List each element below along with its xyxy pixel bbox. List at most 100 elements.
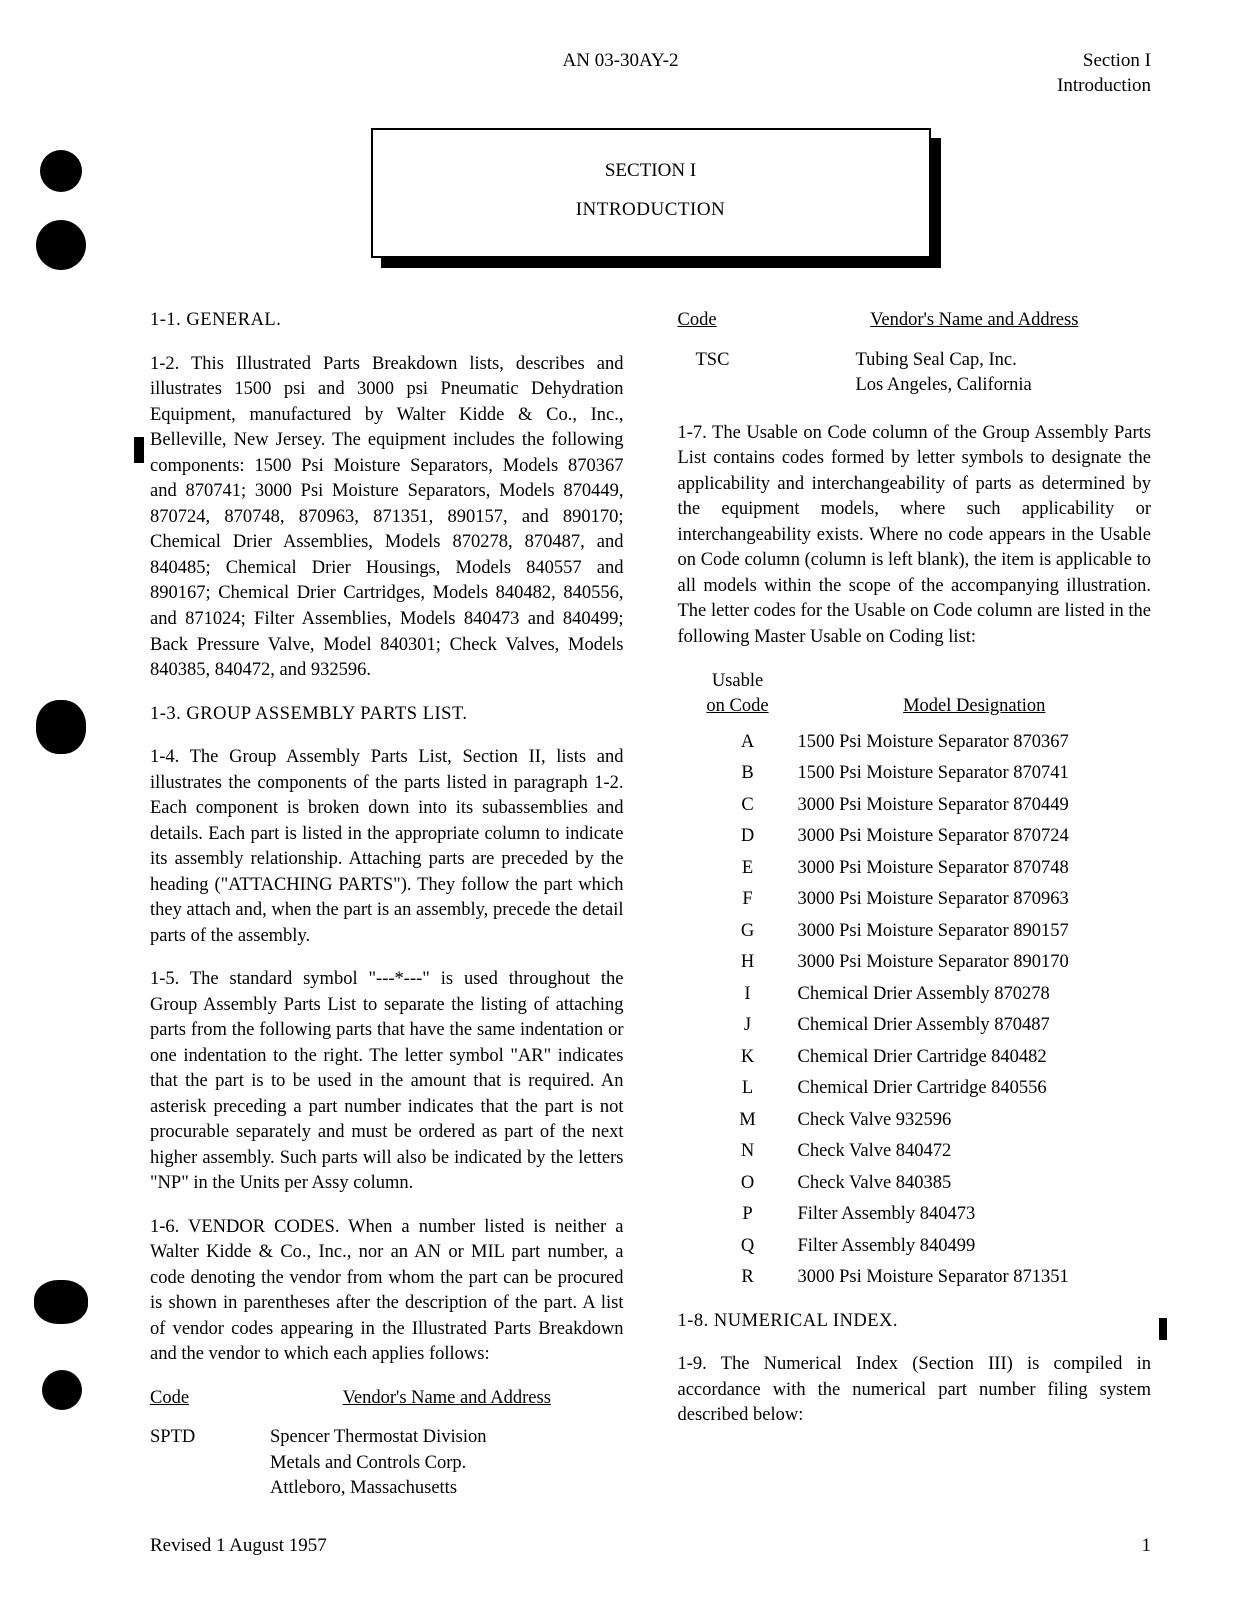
uoc-designation: Chemical Drier Assembly 870487 — [798, 1013, 1152, 1039]
document-number: AN 03-30AY-2 — [0, 48, 1241, 73]
uoc-designation: Check Valve 840472 — [798, 1139, 1152, 1165]
vendor-address-line: Los Angeles, California — [856, 373, 1152, 399]
uoc-code: G — [678, 919, 798, 945]
uoc-code: D — [678, 824, 798, 850]
vendor-header-address: Vendor's Name and Address — [270, 1386, 624, 1412]
uoc-row: NCheck Valve 840472 — [678, 1139, 1152, 1165]
scan-dot — [36, 220, 86, 270]
uoc-code: O — [678, 1171, 798, 1197]
page-header: AN 03-30AY-2 Section I Introduction — [150, 48, 1151, 98]
vendor-row-sptd: SPTD Spencer Thermostat Division Metals … — [150, 1425, 624, 1502]
uoc-designation: 3000 Psi Moisture Separator 890170 — [798, 950, 1152, 976]
uoc-row: C3000 Psi Moisture Separator 870449 — [678, 793, 1152, 819]
uoc-row: F3000 Psi Moisture Separator 870963 — [678, 887, 1152, 913]
uoc-header-usable: Usable — [678, 669, 798, 695]
uoc-code: H — [678, 950, 798, 976]
uoc-code: K — [678, 1045, 798, 1071]
uoc-code: E — [678, 856, 798, 882]
uoc-code: P — [678, 1202, 798, 1228]
uoc-header-model: Model Designation — [798, 694, 1152, 720]
vendor-address: Spencer Thermostat Division Metals and C… — [270, 1425, 624, 1502]
uoc-designation: 3000 Psi Moisture Separator 870748 — [798, 856, 1152, 882]
vendor-code: TSC — [678, 348, 816, 399]
uoc-code: R — [678, 1265, 798, 1291]
box-face: SECTION I INTRODUCTION — [371, 128, 931, 258]
para-1-7: 1-7. The Usable on Code column of the Gr… — [678, 421, 1152, 651]
vendor-address-line: Spencer Thermostat Division — [270, 1425, 624, 1451]
uoc-code: C — [678, 793, 798, 819]
uoc-row: A1500 Psi Moisture Separator 870367 — [678, 730, 1152, 756]
uoc-table-body: A1500 Psi Moisture Separator 870367B1500… — [678, 730, 1152, 1291]
uoc-row: G3000 Psi Moisture Separator 890157 — [678, 919, 1152, 945]
uoc-row: D3000 Psi Moisture Separator 870724 — [678, 824, 1152, 850]
para-1-2: 1-2. This Illustrated Parts Breakdown li… — [150, 352, 624, 684]
section-title-box: SECTION I INTRODUCTION — [150, 128, 1151, 258]
uoc-row: JChemical Drier Assembly 870487 — [678, 1013, 1152, 1039]
header-section-line2: Introduction — [1057, 73, 1151, 98]
uoc-row: LChemical Drier Cartridge 840556 — [678, 1076, 1152, 1102]
uoc-designation: 3000 Psi Moisture Separator 870724 — [798, 824, 1152, 850]
uoc-row: KChemical Drier Cartridge 840482 — [678, 1045, 1152, 1071]
uoc-designation: Check Valve 840385 — [798, 1171, 1152, 1197]
uoc-header-oncode: on Code — [678, 694, 798, 720]
uoc-row: H3000 Psi Moisture Separator 890170 — [678, 950, 1152, 976]
section-title: INTRODUCTION — [393, 197, 909, 222]
para-1-1-heading: 1-1. GENERAL. — [150, 308, 624, 334]
uoc-table-header: Usable on Code Model Designation — [678, 669, 1152, 720]
uoc-header-left: Usable on Code — [678, 669, 798, 720]
vendor-address-line: Tubing Seal Cap, Inc. — [856, 348, 1152, 374]
uoc-row: E3000 Psi Moisture Separator 870748 — [678, 856, 1152, 882]
uoc-row: OCheck Valve 840385 — [678, 1171, 1152, 1197]
vendor-address-line: Attleboro, Massachusetts — [270, 1476, 624, 1502]
vendor-header-row: Code Vendor's Name and Address — [150, 1386, 624, 1412]
uoc-code: Q — [678, 1234, 798, 1260]
revision-date: Revised 1 August 1957 — [150, 1533, 327, 1558]
para-1-8-heading: 1-8. NUMERICAL INDEX. — [678, 1309, 1152, 1335]
vendor-address: Tubing Seal Cap, Inc. Los Angeles, Calif… — [816, 348, 1152, 399]
uoc-designation: 3000 Psi Moisture Separator 870963 — [798, 887, 1152, 913]
uoc-designation: 3000 Psi Moisture Separator 890157 — [798, 919, 1152, 945]
uoc-row: MCheck Valve 932596 — [678, 1108, 1152, 1134]
scan-dot — [34, 1280, 88, 1324]
uoc-code: I — [678, 982, 798, 1008]
uoc-designation: Chemical Drier Cartridge 840482 — [798, 1045, 1152, 1071]
uoc-designation: Chemical Drier Cartridge 840556 — [798, 1076, 1152, 1102]
page-footer: Revised 1 August 1957 1 — [150, 1533, 1151, 1558]
uoc-code: B — [678, 761, 798, 787]
vendor-code: SPTD — [150, 1425, 270, 1502]
uoc-designation: Filter Assembly 840499 — [798, 1234, 1152, 1260]
uoc-designation: Chemical Drier Assembly 870278 — [798, 982, 1152, 1008]
uoc-designation: 1500 Psi Moisture Separator 870741 — [798, 761, 1152, 787]
left-column: 1-1. GENERAL. 1-2. This Illustrated Part… — [150, 308, 624, 1508]
uoc-code: A — [678, 730, 798, 756]
para-1-9: 1-9. The Numerical Index (Section III) i… — [678, 1352, 1152, 1429]
page-number: 1 — [1142, 1533, 1152, 1558]
uoc-row: IChemical Drier Assembly 870278 — [678, 982, 1152, 1008]
uoc-row: R3000 Psi Moisture Separator 871351 — [678, 1265, 1152, 1291]
para-1-5: 1-5. The standard symbol "---*---" is us… — [150, 967, 624, 1197]
body-columns: 1-1. GENERAL. 1-2. This Illustrated Part… — [150, 308, 1151, 1508]
uoc-code: N — [678, 1139, 798, 1165]
uoc-code: M — [678, 1108, 798, 1134]
vendor-header-row: Code Vendor's Name and Address — [678, 308, 1152, 334]
vendor-address-line: Metals and Controls Corp. — [270, 1451, 624, 1477]
uoc-code: L — [678, 1076, 798, 1102]
uoc-designation: Filter Assembly 840473 — [798, 1202, 1152, 1228]
uoc-designation: 1500 Psi Moisture Separator 870367 — [798, 730, 1152, 756]
para-1-6: 1-6. VENDOR CODES. When a number listed … — [150, 1215, 624, 1368]
vendor-header-code: Code — [150, 1386, 270, 1412]
uoc-code: F — [678, 887, 798, 913]
uoc-designation: Check Valve 932596 — [798, 1108, 1152, 1134]
vendor-header-address: Vendor's Name and Address — [798, 308, 1152, 334]
uoc-designation: 3000 Psi Moisture Separator 870449 — [798, 793, 1152, 819]
right-column: Code Vendor's Name and Address TSC Tubin… — [678, 308, 1152, 1508]
scan-dot — [42, 1370, 82, 1410]
revision-bar — [134, 437, 144, 463]
uoc-row: QFilter Assembly 840499 — [678, 1234, 1152, 1260]
vendor-header-code: Code — [678, 308, 798, 334]
scan-dot — [36, 700, 86, 754]
para-1-4: 1-4. The Group Assembly Parts List, Sect… — [150, 745, 624, 949]
section-number: SECTION I — [393, 158, 909, 183]
scan-dot — [40, 150, 82, 192]
uoc-code: J — [678, 1013, 798, 1039]
